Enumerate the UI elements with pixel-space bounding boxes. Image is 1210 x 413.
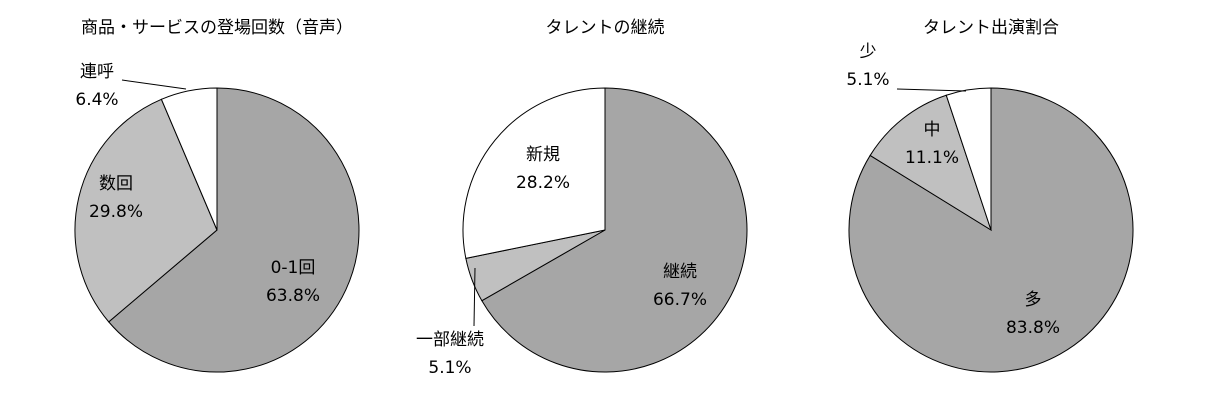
slice-label: 新規 <box>526 145 560 165</box>
pie-slice <box>160 87 218 231</box>
slice-value-label: 11.1% <box>905 148 959 168</box>
slice-value-label: 83.8% <box>1006 318 1060 338</box>
slice-value-label: 5.1% <box>846 70 889 90</box>
slice-label: 継続 <box>663 262 697 282</box>
slice-value-label: 29.8% <box>89 202 143 222</box>
slice-label: 多 <box>1025 290 1042 310</box>
chart-title: 商品・サービスの登場回数（音声） <box>81 18 353 38</box>
slice-value-label: 63.8% <box>266 286 320 306</box>
leader-line <box>121 79 187 90</box>
slice-label: 数回 <box>99 174 133 194</box>
pie-slice <box>108 87 360 373</box>
slice-value-label: 6.4% <box>75 90 118 110</box>
chart-title: タレントの継続 <box>546 18 665 38</box>
chart-title: タレント出演割合 <box>923 18 1059 38</box>
slice-value-label: 66.7% <box>653 290 707 310</box>
slice-label: 少 <box>860 42 877 62</box>
pie-slice <box>848 87 1134 373</box>
slice-label: 中 <box>924 120 941 140</box>
pie-slice <box>869 94 992 232</box>
pie-slice <box>462 87 606 259</box>
slice-value-label: 28.2% <box>516 173 570 193</box>
slice-label: 連呼 <box>80 62 114 82</box>
slice-label: 0-1回 <box>271 258 316 278</box>
leader-line <box>896 88 967 92</box>
pie-slice <box>481 87 748 373</box>
pie-slice <box>74 98 218 323</box>
pie-slice <box>945 87 992 231</box>
slice-value-label: 5.1% <box>428 358 471 378</box>
leader-line <box>473 267 476 327</box>
slice-label: 一部継続 <box>416 330 484 350</box>
